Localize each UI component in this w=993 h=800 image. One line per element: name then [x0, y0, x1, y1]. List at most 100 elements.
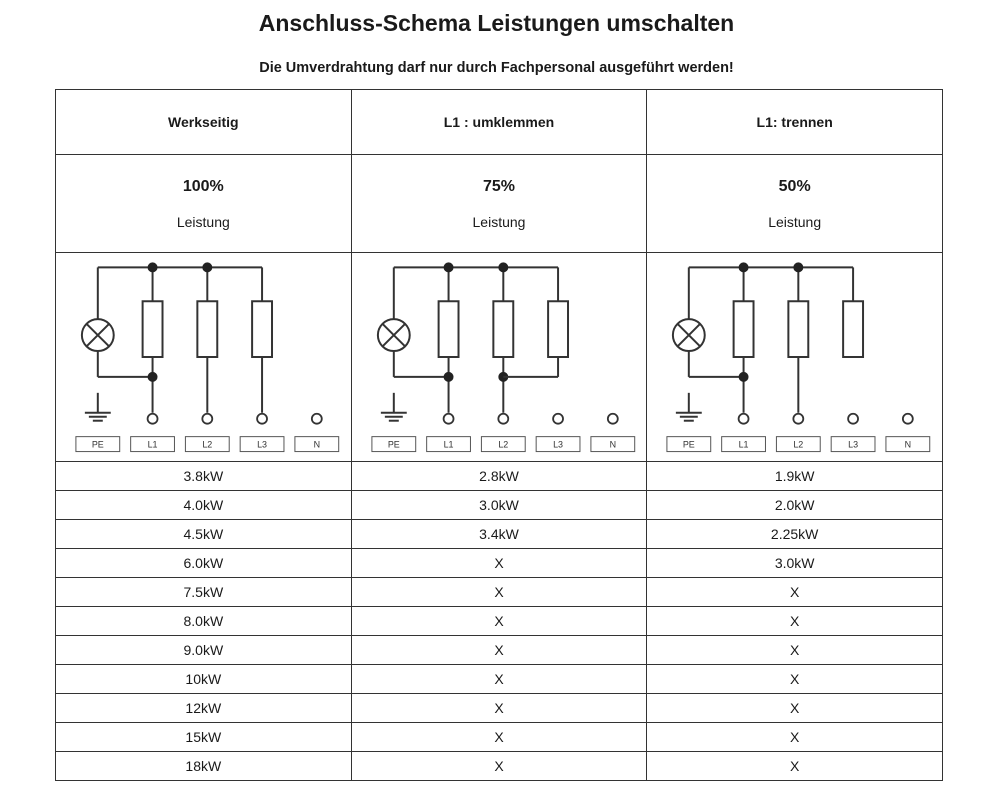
power-value: 1.9kW — [646, 461, 943, 491]
terminal-label-box — [830, 436, 876, 453]
power-value: X — [646, 577, 943, 607]
power-value: 6.0kW — [55, 548, 352, 578]
power-value: 15kW — [55, 722, 352, 752]
heating-element — [732, 300, 755, 358]
power-value: X — [646, 606, 943, 636]
terminal-label-box — [425, 436, 471, 453]
terminal-label-box — [480, 436, 526, 453]
terminal-label-box — [371, 436, 416, 453]
column-header: L1 : umklemmen — [350, 89, 648, 155]
power-percent: 75% — [482, 177, 515, 195]
power-value: X — [646, 751, 943, 781]
junction-dot — [793, 262, 804, 273]
wire — [381, 323, 406, 347]
terminal-label-box — [294, 436, 340, 453]
junction-dot — [147, 371, 158, 382]
terminal-icon — [256, 412, 268, 425]
power-percent: 100% — [182, 177, 224, 195]
power-value: 4.5kW — [55, 519, 352, 549]
junction-dot — [738, 371, 749, 382]
power-value: 3.4kW — [350, 519, 648, 549]
table-row: 7.5kW X X — [55, 577, 943, 607]
terminal-label: N — [609, 440, 615, 450]
wiring-diagram-umklemmen: PE L1 L2 L3 N — [371, 262, 635, 453]
terminal-label: PE — [387, 440, 399, 450]
power-value: 2.8kW — [350, 461, 648, 491]
terminal-icon — [146, 412, 159, 425]
terminal-label: N — [314, 440, 320, 450]
terminal-label-box — [776, 436, 822, 453]
junction-dot — [443, 371, 454, 382]
heating-element — [842, 300, 865, 358]
power-value: 2.25kW — [646, 519, 943, 549]
terminal-label: L2 — [498, 440, 508, 450]
terminal-label-box — [721, 436, 767, 453]
wire — [86, 323, 110, 347]
power-value: X — [350, 722, 648, 752]
power-value: X — [350, 606, 648, 636]
power-value: 9.0kW — [55, 635, 352, 665]
power-value: X — [646, 693, 943, 723]
power-value: X — [350, 751, 648, 781]
terminal-label: L2 — [794, 440, 804, 450]
junction-dot — [738, 262, 749, 273]
heating-element — [141, 300, 164, 358]
terminal-label-box — [666, 436, 712, 453]
terminal-label: PE — [683, 440, 695, 450]
power-value: X — [350, 577, 648, 607]
heating-element — [251, 300, 274, 358]
power-cell: 50% Leistung — [646, 154, 943, 253]
terminal-label: L3 — [257, 440, 267, 450]
power-value: X — [350, 548, 648, 578]
table-row: 18kW X X — [55, 751, 943, 781]
terminal-icon — [738, 412, 750, 425]
column-header: Werkseitig — [55, 89, 352, 155]
power-label: Leistung — [176, 213, 230, 230]
power-label: Leistung — [472, 213, 526, 230]
terminal-icon — [847, 412, 860, 425]
power-value: 2.0kW — [646, 490, 943, 520]
junction-dot — [497, 262, 508, 273]
junction-dot — [147, 262, 158, 273]
power-label: Leistung — [768, 213, 822, 230]
page-subtitle: Die Umverdrahtung darf nur durch Fachper… — [259, 60, 734, 76]
power-value: X — [350, 635, 648, 665]
wiring-diagram-cell: PE L1 L2 L3 N — [55, 252, 352, 462]
terminal-icon — [497, 412, 509, 425]
power-value: 3.0kW — [646, 548, 943, 578]
power-value: 10kW — [55, 664, 352, 694]
page-title: Anschluss-Schema Leistungen umschalten — [258, 10, 735, 36]
power-value: 7.5kW — [55, 577, 352, 607]
junction-dot — [443, 262, 454, 273]
junction-dot — [202, 262, 213, 273]
terminal-label-box — [75, 436, 121, 453]
terminal-icon — [310, 412, 323, 425]
terminal-icon — [902, 412, 915, 425]
lamp-icon — [80, 318, 115, 353]
terminal-label-box — [130, 436, 175, 453]
wiring-diagram-cell: PE L1 L2 L3 N — [350, 252, 648, 462]
lamp-icon — [376, 318, 411, 353]
table-row: 3.8kW 2.8kW 1.9kW — [55, 461, 943, 491]
heating-element — [492, 300, 514, 358]
power-value: 4.0kW — [55, 490, 352, 520]
terminal-label: L1 — [443, 440, 453, 450]
heating-element — [787, 300, 810, 358]
table-row: 10kW X X — [55, 664, 943, 694]
terminal-label-box — [184, 436, 230, 453]
table-row: 4.5kW 3.4kW 2.25kW — [55, 519, 943, 549]
power-percent: 50% — [778, 177, 811, 195]
terminal-label-box — [590, 436, 635, 453]
terminal-icon — [442, 412, 455, 425]
wire — [677, 323, 701, 347]
power-cell: 100% Leistung — [55, 154, 352, 253]
power-value: X — [646, 635, 943, 665]
terminal-icon — [606, 412, 619, 425]
power-value: X — [350, 693, 648, 723]
wiring-diagram-cell: PE L1 L2 L3 N — [646, 252, 943, 462]
wiring-diagram-trennen: PE L1 L2 L3 N — [666, 262, 931, 453]
power-value: X — [350, 664, 648, 694]
power-value: 18kW — [55, 751, 352, 781]
power-value: 12kW — [55, 693, 352, 723]
power-value: 3.8kW — [55, 461, 352, 491]
